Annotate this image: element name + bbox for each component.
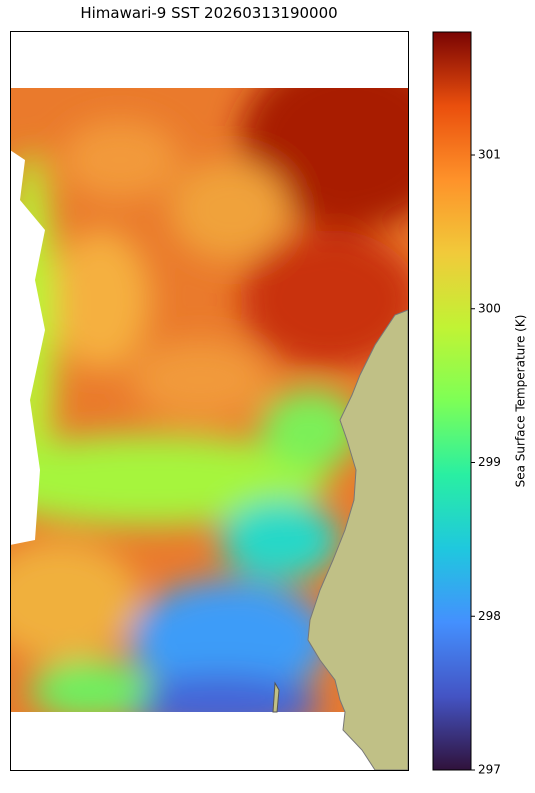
map <box>10 31 409 771</box>
colorbar-tick-label: 301 <box>478 148 501 162</box>
colorbar-label: Sea Surface Temperature (K) <box>514 315 528 488</box>
map-frame <box>10 31 409 771</box>
title: Himawari-9 SST 20260313190000 <box>80 4 337 22</box>
colorbar: Sea Surface Temperature (K) 297 298 299 300… <box>432 31 528 777</box>
colorbar-tick-label: 298 <box>478 609 501 623</box>
no-data <box>10 31 408 88</box>
colorbar-tick-label: 299 <box>478 455 501 469</box>
no-data <box>10 150 45 545</box>
land <box>307 309 409 771</box>
island <box>272 681 280 713</box>
colorbar-tick-label: 297 <box>478 763 501 777</box>
colorbar-tick-label: 300 <box>478 301 501 315</box>
colorbar-gradient <box>432 31 472 771</box>
